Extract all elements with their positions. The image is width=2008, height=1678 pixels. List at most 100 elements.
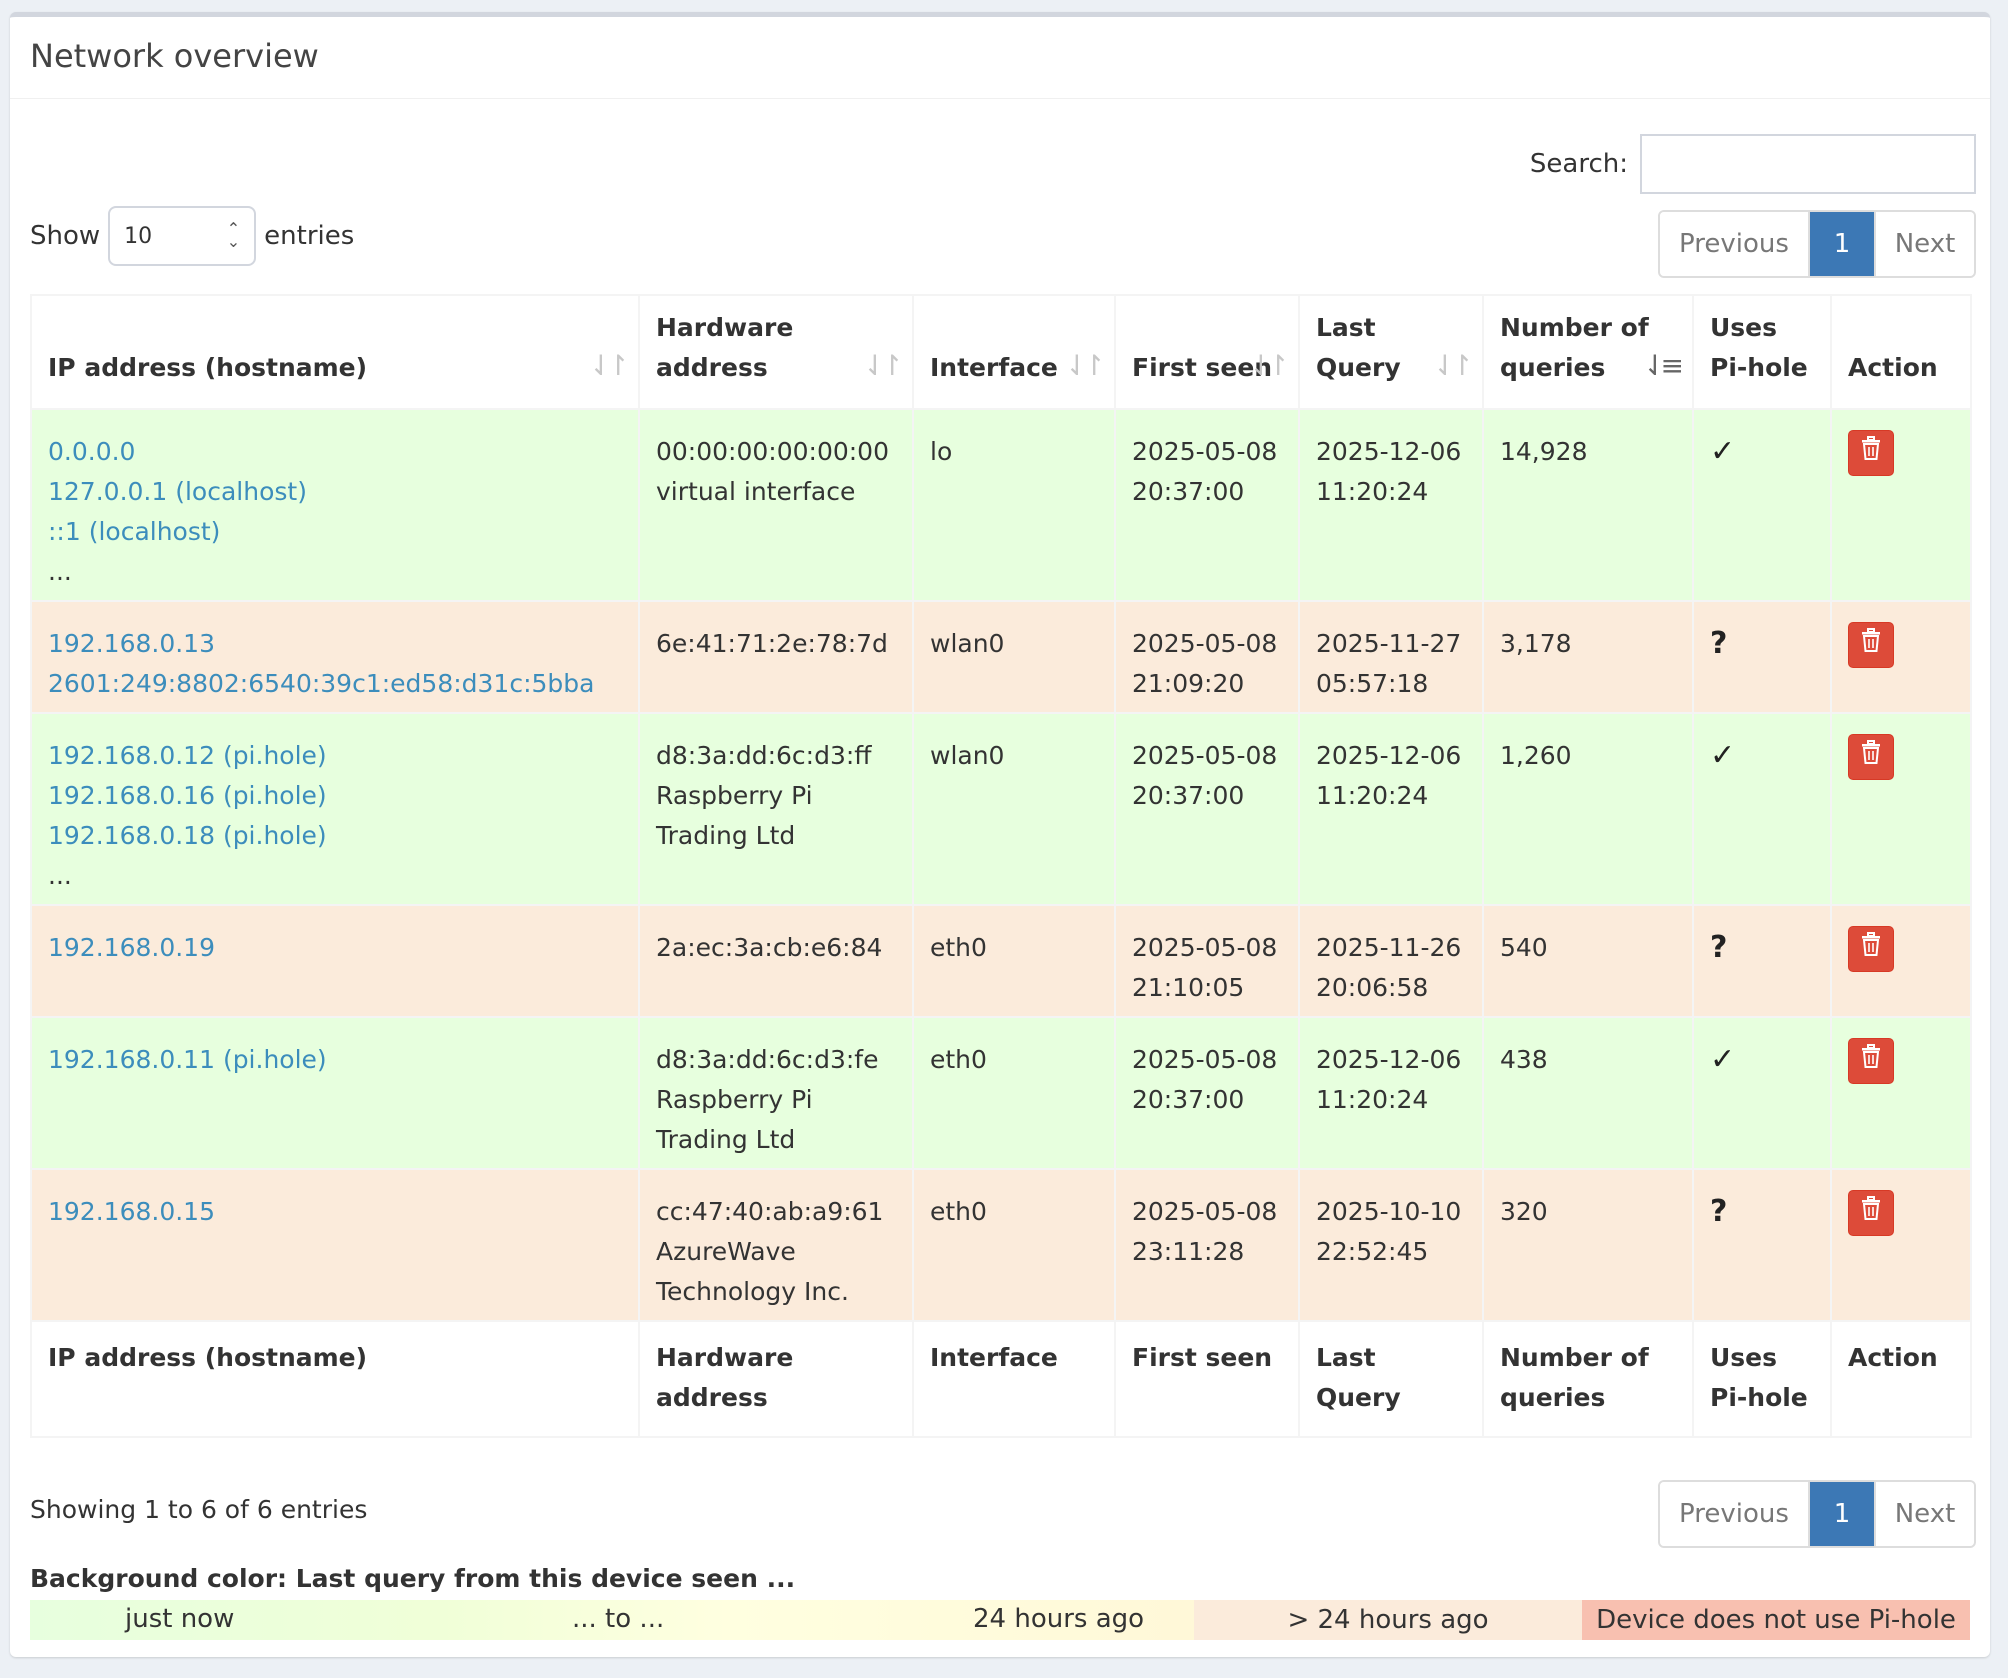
more-addresses: ... <box>48 557 72 586</box>
question-mark-icon: ? <box>1710 626 1728 661</box>
action-cell <box>1830 408 1972 602</box>
box-body: Search: Show 10 ⌃ ⌄ entries Previous 1 Ne… <box>10 100 1990 1660</box>
hardware-line: cc:47:40:ab:a9:61 <box>656 1197 884 1226</box>
network-table: IP address (hostname) ⇃↾ Hardware address… <box>30 294 1972 1438</box>
footer-action: Action <box>1830 1320 1972 1438</box>
ip-cell: 192.168.0.11 (pi.hole) <box>30 1016 640 1170</box>
table-row: 192.168.0.19 2a:ec:3a:cb:e6:84 eth0 2025-05… <box>30 904 1972 1018</box>
hardware-line: virtual interface <box>656 477 856 506</box>
footer-uses-pihole: Uses Pi-hole <box>1692 1320 1832 1438</box>
queries-cell: 438 <box>1482 1016 1694 1170</box>
queries-cell: 14,928 <box>1482 408 1694 602</box>
legend-to: ... to ... <box>572 1604 665 1634</box>
question-mark-icon: ? <box>1710 1194 1728 1229</box>
trash-icon <box>1859 1193 1883 1233</box>
next-page-button[interactable]: Next <box>1874 212 1974 276</box>
previous-page-button[interactable]: Previous <box>1660 212 1810 276</box>
interface-cell: eth0 <box>912 1168 1116 1322</box>
ip-link[interactable]: 192.168.0.18 (pi.hole) <box>48 821 327 850</box>
delete-button[interactable] <box>1848 734 1894 780</box>
trash-icon <box>1859 929 1883 969</box>
ip-link[interactable]: 192.168.0.15 <box>48 1197 215 1226</box>
footer-queries: Number of queries <box>1482 1320 1694 1438</box>
sort-icon: ⇃↾ <box>1065 349 1106 382</box>
last-query-cell: 2025-11-27 05:57:18 <box>1298 600 1484 714</box>
hardware-cell: d8:3a:dd:6c:d3:fe Raspberry Pi Trading Ltd <box>638 1016 914 1170</box>
sort-icon: ⇃↾ <box>1249 349 1290 382</box>
hardware-line: d8:3a:dd:6c:d3:ff <box>656 741 872 770</box>
checkmark-icon: ✓ <box>1710 434 1736 469</box>
column-header-interface[interactable]: Interface ⇃↾ <box>912 294 1116 410</box>
uses-pihole-cell: ? <box>1692 600 1832 714</box>
table-row: 192.168.0.13 2601:249:8802:6540:39c1:ed58… <box>30 600 1972 714</box>
column-header-ip[interactable]: IP address (hostname) ⇃↾ <box>30 294 640 410</box>
page-1-button[interactable]: 1 <box>1810 1482 1874 1546</box>
previous-page-button[interactable]: Previous <box>1660 1482 1810 1546</box>
network-overview-box: Network overview Search: Show 10 ⌃ ⌄ entr… <box>10 12 1990 1657</box>
legend-older: > 24 hours ago <box>1194 1600 1582 1640</box>
search-control: Search: <box>1530 134 1976 194</box>
delete-button[interactable] <box>1848 926 1894 972</box>
select-updown-icon: ⌃ ⌄ <box>226 219 241 251</box>
ip-link[interactable]: 0.0.0.0 <box>48 437 136 466</box>
trash-icon <box>1859 625 1883 665</box>
table-info: Showing 1 to 6 of 6 entries <box>30 1495 368 1524</box>
table-footer-row: IP address (hostname) Hardware address I… <box>30 1320 1972 1438</box>
hardware-line: Trading Ltd <box>656 1125 796 1154</box>
pagination-bottom: Previous 1 Next <box>1658 1480 1976 1548</box>
color-legend: just now ... to ... 24 hours ago > 24 ho… <box>30 1600 1970 1640</box>
trash-icon <box>1859 1041 1883 1081</box>
column-header-action: Action <box>1830 294 1972 410</box>
ip-link[interactable]: ::1 (localhost) <box>48 517 221 546</box>
last-query-cell: 2025-12-06 11:20:24 <box>1298 1016 1484 1170</box>
first-seen-cell: 2025-05-08 21:09:20 <box>1114 600 1300 714</box>
ip-link[interactable]: 127.0.0.1 (localhost) <box>48 477 307 506</box>
ip-link[interactable]: 192.168.0.13 <box>48 629 215 658</box>
footer-hardware: Hardware address <box>638 1320 914 1438</box>
action-cell <box>1830 1016 1972 1170</box>
box-title: Network overview <box>10 17 1990 99</box>
ip-link[interactable]: 192.168.0.16 (pi.hole) <box>48 781 327 810</box>
uses-pihole-cell: ✓ <box>1692 1016 1832 1170</box>
ip-link[interactable]: 2601:249:8802:6540:39c1:ed58:d31c:5bba <box>48 669 595 698</box>
interface-cell: wlan0 <box>912 712 1116 906</box>
delete-button[interactable] <box>1848 1038 1894 1084</box>
last-query-cell: 2025-12-06 11:20:24 <box>1298 712 1484 906</box>
delete-button[interactable] <box>1848 430 1894 476</box>
ip-link[interactable]: 192.168.0.12 (pi.hole) <box>48 741 327 770</box>
page-length-select[interactable]: 10 ⌃ ⌄ <box>108 206 257 266</box>
queries-cell: 3,178 <box>1482 600 1694 714</box>
first-seen-cell: 2025-05-08 21:10:05 <box>1114 904 1300 1018</box>
legend-title: Background color: Last query from this d… <box>30 1564 796 1593</box>
hardware-line: 2a:ec:3a:cb:e6:84 <box>656 933 883 962</box>
sort-icon: ⇃↾ <box>863 349 904 382</box>
queries-cell: 320 <box>1482 1168 1694 1322</box>
entries-label: entries <box>264 221 355 251</box>
checkmark-icon: ✓ <box>1710 738 1736 773</box>
column-header-first-seen[interactable]: First seen ⇃↾ <box>1114 294 1300 410</box>
search-input[interactable] <box>1640 134 1976 194</box>
table-row: 192.168.0.15 cc:47:40:ab:a9:61 AzureWave Te… <box>30 1168 1972 1322</box>
next-page-button[interactable]: Next <box>1874 1482 1974 1546</box>
column-header-queries[interactable]: Number of queries ⇃≡ <box>1482 294 1694 410</box>
sort-icon: ⇃↾ <box>589 349 630 382</box>
table-header-row: IP address (hostname) ⇃↾ Hardware address… <box>30 294 1972 410</box>
table-row: 192.168.0.12 (pi.hole) 192.168.0.16 (pi.h… <box>30 712 1972 906</box>
column-header-last-query[interactable]: Last Query ⇃↾ <box>1298 294 1484 410</box>
last-query-cell: 2025-12-06 11:20:24 <box>1298 408 1484 602</box>
footer-first-seen: First seen <box>1114 1320 1300 1438</box>
ip-cell: 192.168.0.19 <box>30 904 640 1018</box>
legend-no-pihole: Device does not use Pi-hole <box>1582 1600 1970 1640</box>
interface-cell: wlan0 <box>912 600 1116 714</box>
ip-link[interactable]: 192.168.0.19 <box>48 933 215 962</box>
delete-button[interactable] <box>1848 622 1894 668</box>
uses-pihole-cell: ✓ <box>1692 408 1832 602</box>
legend-gradient: just now ... to ... 24 hours ago <box>30 1600 1194 1640</box>
uses-pihole-cell: ? <box>1692 1168 1832 1322</box>
column-header-hardware[interactable]: Hardware address ⇃↾ <box>638 294 914 410</box>
ip-link[interactable]: 192.168.0.11 (pi.hole) <box>48 1045 327 1074</box>
delete-button[interactable] <box>1848 1190 1894 1236</box>
page-1-button[interactable]: 1 <box>1810 212 1874 276</box>
hardware-cell: 6e:41:71:2e:78:7d <box>638 600 914 714</box>
